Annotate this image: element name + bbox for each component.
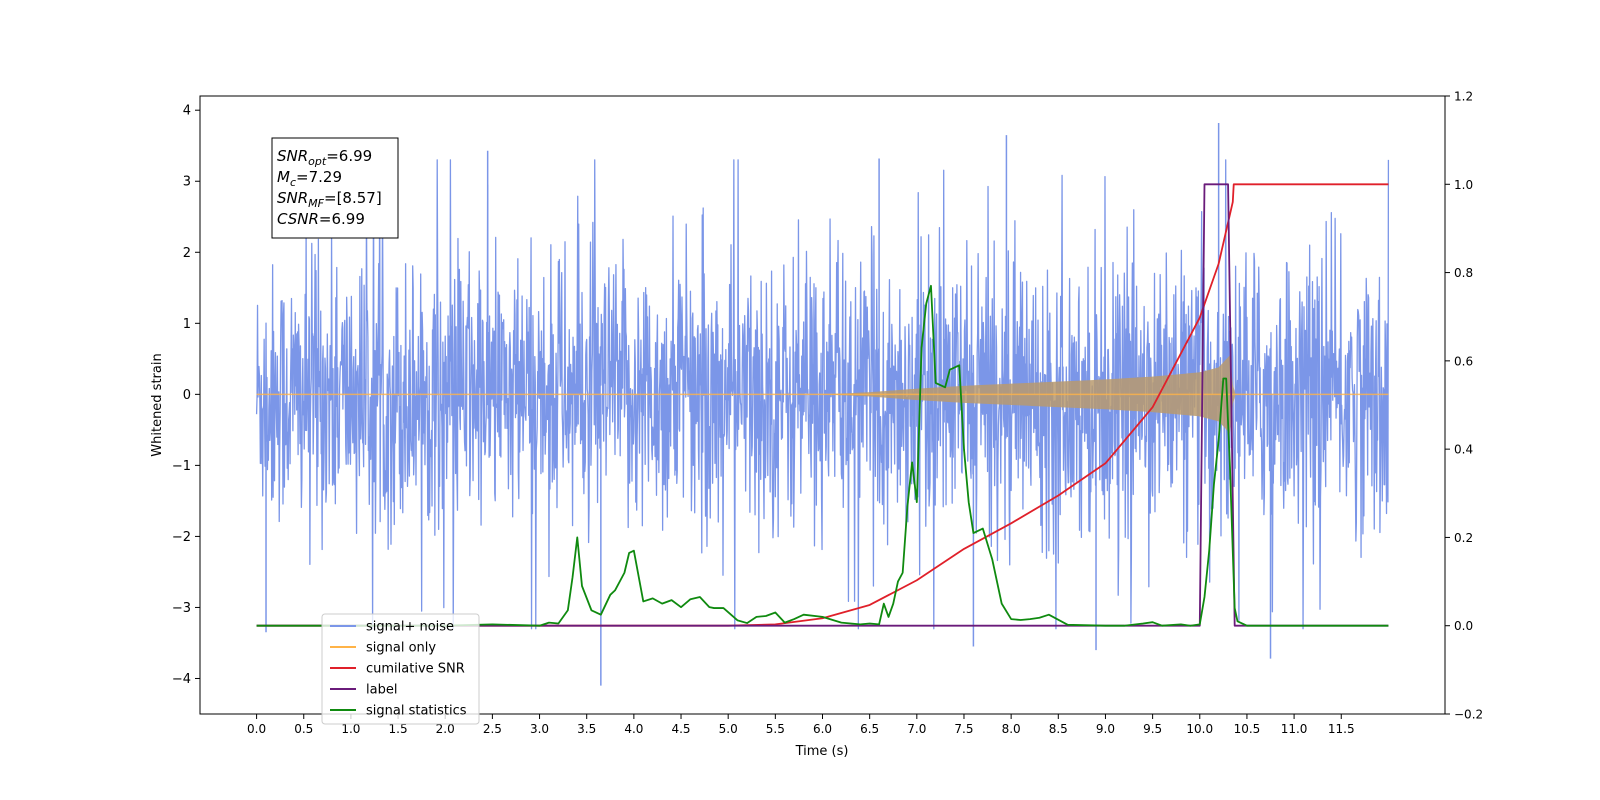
annotation-line: Mc=7.29 <box>277 168 342 189</box>
y-tick-label: 4 <box>183 104 191 119</box>
x-tick-label: 6.0 <box>813 722 832 736</box>
annotation-symbol: SNR <box>277 189 308 207</box>
annotation-symbol: M <box>277 168 290 186</box>
legend[interactable]: signal+ noise signal only cumilative SNR la… <box>321 613 480 725</box>
annotation-symbol: CSNR <box>277 210 319 228</box>
series-cumilative-snr <box>256 183 1389 627</box>
x-tick-label: 11.0 <box>1281 722 1308 736</box>
y-right-tick-label: 0.4 <box>1454 443 1473 457</box>
y-right-tick-label: 0.8 <box>1454 266 1473 280</box>
y-tick-label: 1 <box>183 317 191 332</box>
x-tick-label: 0.5 <box>294 722 313 736</box>
series-signal-noise <box>255 122 1390 686</box>
x-tick-label: 7.5 <box>954 722 973 736</box>
annotation-subscript: MF <box>308 197 324 210</box>
x-tick-label: 4.5 <box>671 722 690 736</box>
series-signal-statistics-line <box>256 284 1389 627</box>
x-tick-label: 1.0 <box>341 722 360 736</box>
y-right-tick-label: 1.2 <box>1454 90 1473 104</box>
annotation-frame <box>271 137 399 239</box>
y-tick-label: 0 <box>183 388 191 403</box>
x-tick-label: 8.5 <box>1049 722 1068 736</box>
legend-label[interactable]: signal statistics <box>366 704 467 719</box>
y-axis-label: Whitened strain <box>150 353 165 456</box>
annotation-value: =[8.57] <box>324 189 382 207</box>
x-tick-label: 5.5 <box>766 722 785 736</box>
annotation-line: SNRopt=6.99 <box>277 147 372 168</box>
annotation-symbol: SNR <box>277 147 308 165</box>
plot-area <box>255 122 1390 686</box>
legend-frame <box>321 613 480 725</box>
x-tick-label: 6.5 <box>860 722 879 736</box>
x-axis: 0.0 0.5 1.0 1.5 2.0 2.5 3.0 3.5 4.0 4.5 5.0 5.5 6.0 6… <box>247 714 1355 736</box>
y-tick-label: 3 <box>183 175 191 190</box>
y-right-tick-label: 0.6 <box>1454 354 1473 368</box>
y-axis-left: 4 3 2 1 0 −1 −2 −3 −4 <box>172 104 200 687</box>
x-tick-label: 2.5 <box>483 722 502 736</box>
y-right-tick-label: 1.0 <box>1454 178 1473 192</box>
y-tick-label: 2 <box>183 246 191 261</box>
x-tick-label: 0.0 <box>247 722 266 736</box>
annotation-line: SNRMF=[8.57] <box>277 189 382 210</box>
annotation-value: =6.99 <box>319 210 365 228</box>
series-signal-only <box>256 355 1389 434</box>
annotation-value: =7.29 <box>296 168 342 186</box>
legend-label[interactable]: cumilative SNR <box>366 662 465 677</box>
x-tick-label: 1.5 <box>389 722 408 736</box>
annotation-value: =6.99 <box>326 147 372 165</box>
x-axis-label: Time (s) <box>795 744 849 759</box>
x-tick-label: 2.0 <box>436 722 455 736</box>
y-right-tick-label: 0.2 <box>1454 531 1473 545</box>
x-tick-label: 10.0 <box>1186 722 1213 736</box>
y-tick-label: −2 <box>172 530 191 545</box>
y-right-tick-label: −0.2 <box>1454 708 1483 722</box>
x-tick-label: 3.0 <box>530 722 549 736</box>
annotation-subscript: c <box>290 176 296 189</box>
x-tick-label: 3.5 <box>577 722 596 736</box>
x-tick-label: 11.5 <box>1328 722 1355 736</box>
x-tick-label: 8.0 <box>1002 722 1021 736</box>
noise-trace <box>255 159 1390 630</box>
y-tick-label: −3 <box>172 601 191 616</box>
x-tick-label: 9.0 <box>1096 722 1115 736</box>
y-tick-label: −4 <box>172 672 191 687</box>
y-right-tick-label: 0.0 <box>1454 619 1473 633</box>
series-cumilative-snr-line <box>256 183 1389 627</box>
x-tick-label: 7.0 <box>907 722 926 736</box>
x-tick-label: 5.0 <box>719 722 738 736</box>
legend-label[interactable]: signal+ noise <box>366 620 454 635</box>
x-tick-label: 10.5 <box>1234 722 1261 736</box>
y-axis-right: 1.2 1.0 0.8 0.6 0.4 0.2 0.0 −0.2 <box>1445 90 1483 722</box>
series-signal-statistics <box>256 284 1389 627</box>
x-tick-label: 9.5 <box>1143 722 1162 736</box>
y-tick-label: −1 <box>172 459 191 474</box>
annotation-subscript: opt <box>308 155 327 168</box>
legend-label[interactable]: label <box>366 683 397 698</box>
annotation-line: CSNR=6.99 <box>277 210 365 228</box>
x-tick-label: 4.0 <box>624 722 643 736</box>
legend-label[interactable]: signal only <box>366 641 436 656</box>
